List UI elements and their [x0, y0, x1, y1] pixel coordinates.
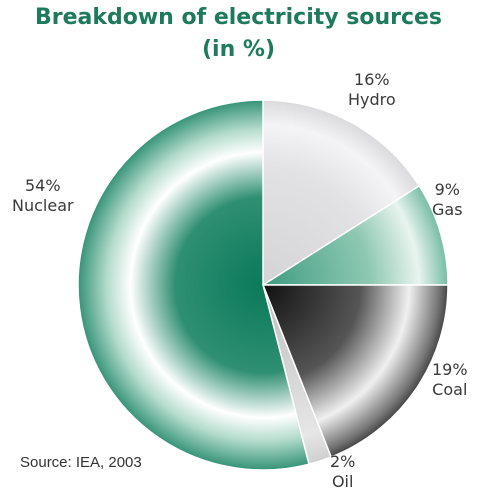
- source-note: Source: IEA, 2003: [20, 454, 142, 471]
- slice-name-gas: Gas: [432, 200, 463, 219]
- slice-label-oil: 2% Oil: [330, 452, 355, 492]
- pie-slice-nuclear: [77, 99, 310, 471]
- slice-value-coal: 19%: [432, 360, 468, 379]
- pie-slice-hydro: [262, 99, 421, 287]
- slice-label-hydro: 16% Hydro: [348, 70, 396, 110]
- slice-label-coal: 19% Coal: [432, 360, 468, 400]
- slice-value-gas: 9%: [434, 180, 460, 199]
- pie-slice-gas: [260, 184, 449, 286]
- chart-subtitle: (in %): [201, 37, 275, 62]
- slice-value-oil: 2%: [330, 452, 356, 471]
- slice-value-nuclear: 54%: [25, 176, 61, 195]
- chart-title: Breakdown of electricity sources: [34, 5, 443, 30]
- slice-name-coal: Coal: [432, 380, 468, 399]
- slice-name-oil: Oil: [331, 472, 354, 491]
- slice-label-nuclear: 54% Nuclear: [12, 176, 74, 216]
- pie-slice-coal: [261, 284, 449, 458]
- slice-name-hydro: Hydro: [348, 90, 396, 109]
- slice-value-hydro: 16%: [354, 70, 390, 89]
- slice-label-gas: 9% Gas: [432, 180, 463, 220]
- slice-name-nuclear: Nuclear: [12, 196, 74, 215]
